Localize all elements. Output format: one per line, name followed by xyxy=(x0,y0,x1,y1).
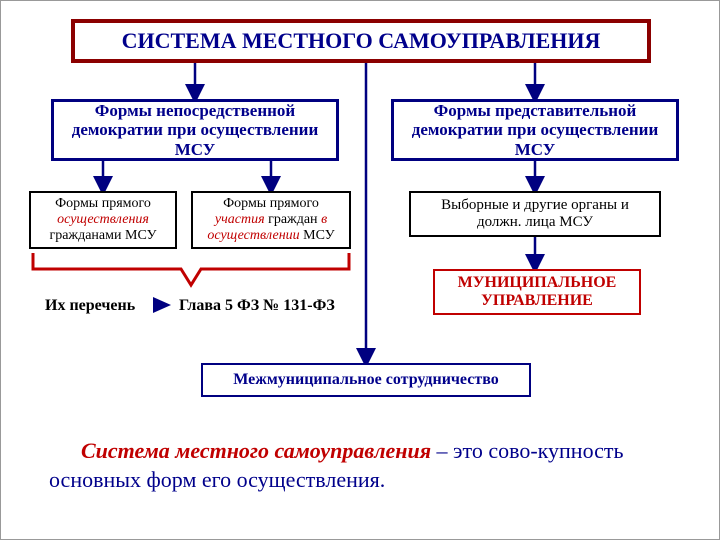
title-box: СИСТЕМА МЕСТНОГО САМОУПРАВЛЕНИЯ xyxy=(71,19,651,63)
definition-text: Система местного самоуправления – это со… xyxy=(49,437,679,494)
list-label: Их перечень xyxy=(45,297,135,315)
list-ref: Глава 5 ФЗ № 131-ФЗ xyxy=(179,297,335,315)
left-sub1-box: Формы прямого осуществления гражданами М… xyxy=(29,191,177,249)
title-text: СИСТЕМА МЕСТНОГО САМОУПРАВЛЕНИЯ xyxy=(122,28,601,53)
intermuni-box: Межмуниципальное сотрудничество xyxy=(201,363,531,397)
left-sub2-text: Формы прямого участия граждан в осуществ… xyxy=(199,196,343,244)
pointer-icon xyxy=(153,297,173,313)
right-branch-text: Формы представительной демократии при ос… xyxy=(400,101,670,160)
municipal-text: МУНИЦИПАЛЬНОЕ УПРАВЛЕНИЕ xyxy=(441,274,633,311)
left-sub1-text: Формы прямого осуществления гражданами М… xyxy=(37,196,169,244)
municipal-box: МУНИЦИПАЛЬНОЕ УПРАВЛЕНИЕ xyxy=(433,269,641,315)
right-branch-box: Формы представительной демократии при ос… xyxy=(391,99,679,161)
left-branch-box: Формы непосредственной демократии при ос… xyxy=(51,99,339,161)
intermuni-text: Межмуниципальное сотрудничество xyxy=(233,371,498,389)
left-branch-text: Формы непосредственной демократии при ос… xyxy=(60,101,330,160)
left-sub2-box: Формы прямого участия граждан в осуществ… xyxy=(191,191,351,249)
right-sub-text: Выборные и другие органы и должн. лица М… xyxy=(417,197,653,232)
right-sub-box: Выборные и другие органы и должн. лица М… xyxy=(409,191,661,237)
